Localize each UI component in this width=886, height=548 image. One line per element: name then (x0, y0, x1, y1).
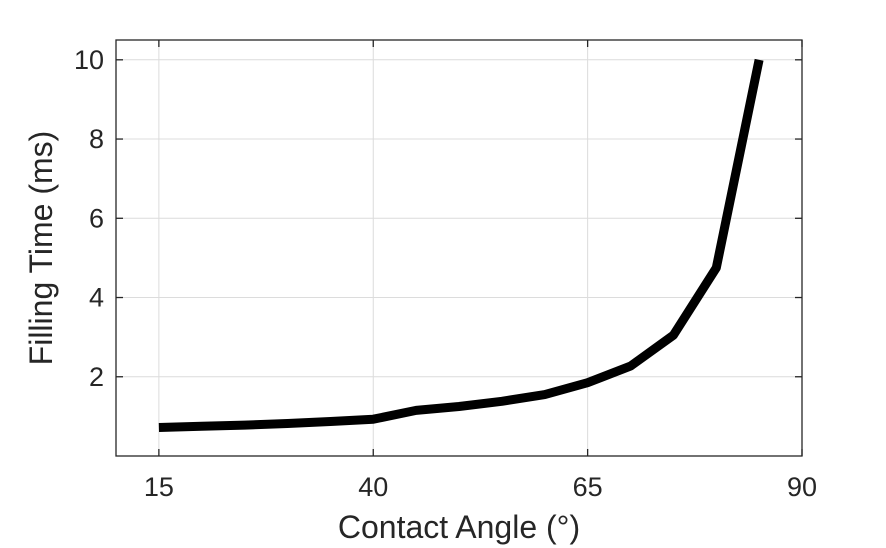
y-tick-label: 2 (89, 362, 104, 392)
y-axis-label: Filling Time (ms) (23, 131, 59, 366)
x-tick-labels: 15 40 65 90 (144, 472, 817, 502)
y-tick-label: 10 (74, 45, 104, 75)
series-line (158, 58, 764, 432)
grid-lines (116, 40, 803, 456)
x-tick-label: 15 (144, 472, 174, 502)
plot-frame (115, 39, 803, 457)
axis-ticks (116, 40, 803, 456)
y-tick-labels: 2 4 6 8 10 (74, 45, 104, 392)
x-tick-label: 40 (358, 472, 388, 502)
x-tick-label: 65 (573, 472, 603, 502)
y-tick-label: 4 (89, 283, 104, 313)
series-layer (158, 58, 764, 432)
x-tick-label: 90 (787, 472, 817, 502)
y-tick-label: 8 (89, 124, 104, 154)
x-axis-label: Contact Angle (°) (338, 509, 580, 545)
y-tick-label: 6 (89, 203, 104, 233)
